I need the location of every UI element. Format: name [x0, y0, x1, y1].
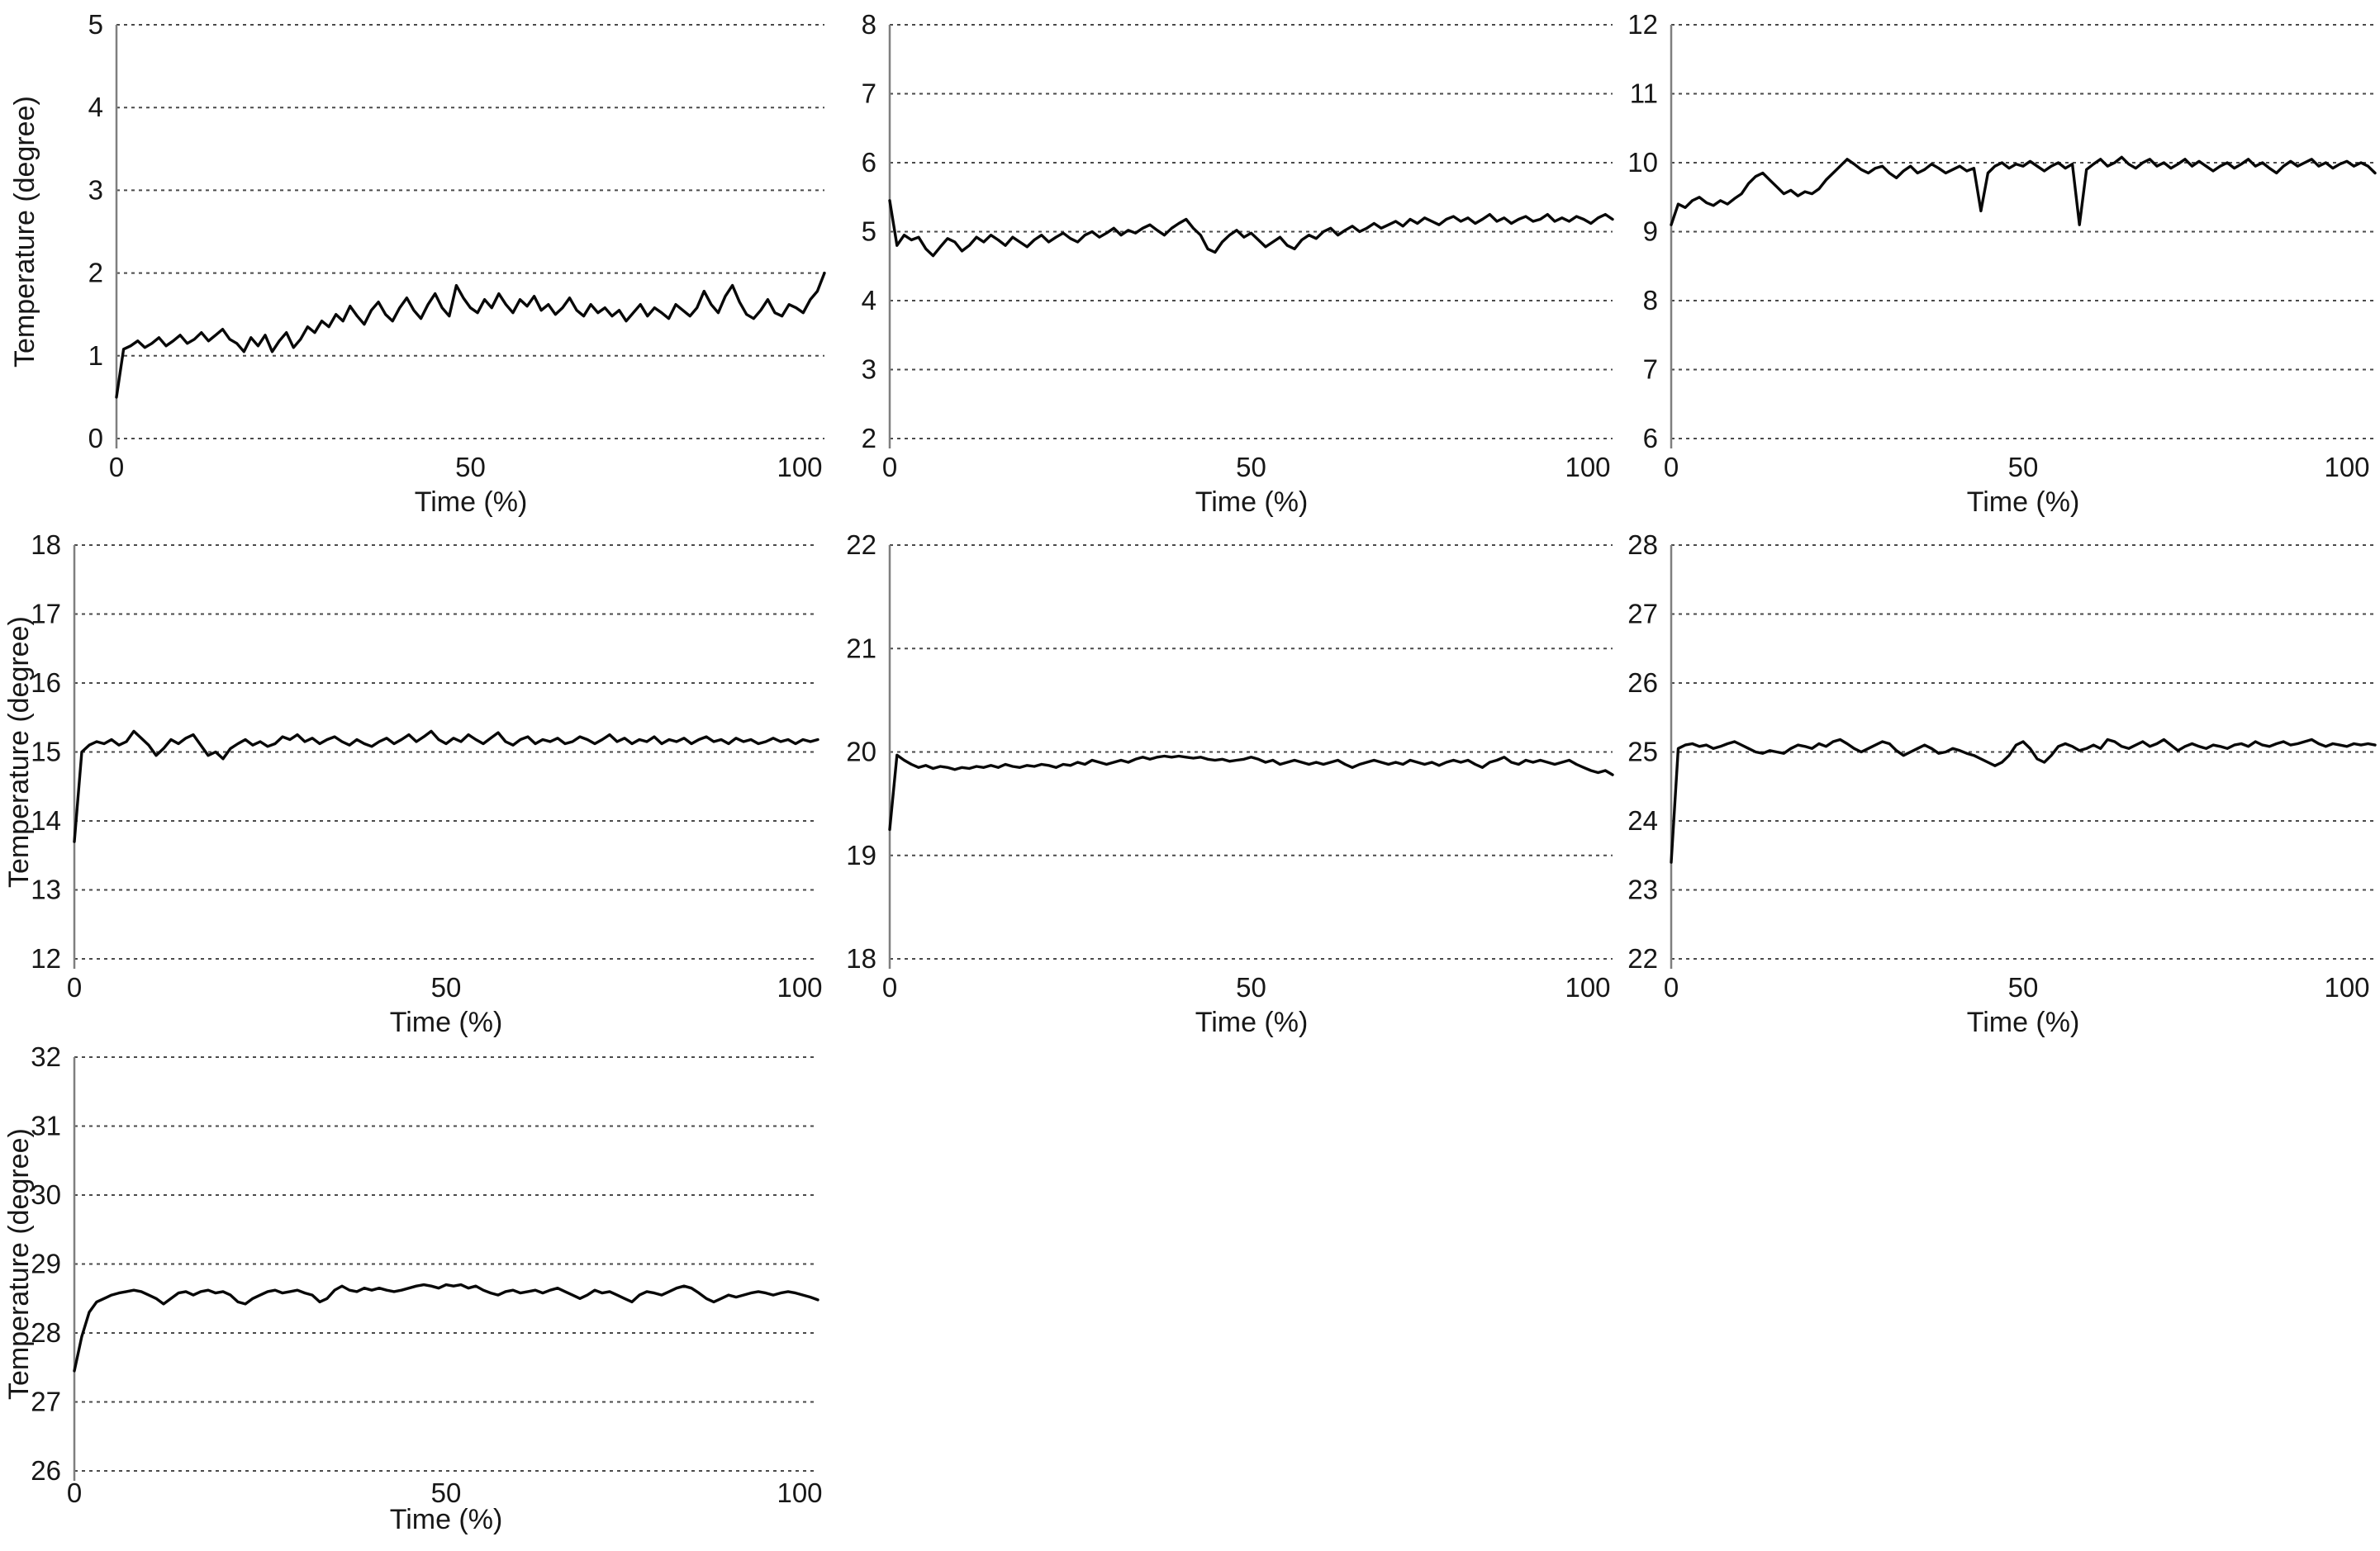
temperature-line [888, 199, 1614, 258]
x-tick-label: 50 [2008, 452, 2039, 482]
y-tick-label: 20 [846, 737, 876, 767]
chart-panel-7: Temperature (degree) 26 27 28 29 30 31 32 0 50 10… [3, 1035, 833, 1551]
x-tick-label: 50 [2008, 972, 2039, 1003]
y-tick-label: 7 [1643, 354, 1658, 385]
chart-panel-4: Temperature (degree) 12 13 14 15 16 17 18 0 50 10… [3, 523, 833, 1039]
y-tick-label: 13 [31, 875, 61, 905]
y-tick-label: 5 [88, 9, 103, 40]
temperature-line [73, 1283, 819, 1373]
x-tick-label: 0 [67, 972, 82, 1003]
y-tick-label: 23 [1627, 875, 1658, 905]
x-axis-title: Time (%) [1967, 486, 2080, 518]
x-tick-label: 100 [777, 1477, 822, 1508]
chart-panel-3: 6 7 8 9 10 11 12 0 50 100 Time (%) [1611, 2, 2380, 519]
y-tick-label: 26 [31, 1455, 61, 1486]
x-tick-label: 100 [1565, 972, 1610, 1003]
plot-area: 12 13 14 15 16 17 18 0 50 100 Time (%) [31, 529, 822, 1038]
y-tick-label: 27 [1627, 599, 1658, 629]
y-tick-label: 6 [862, 147, 876, 178]
y-tick-label: 30 [31, 1179, 61, 1210]
plot-area: 18 19 20 21 22 0 50 100 Time (%) [846, 529, 1614, 1038]
y-tick-label: 1 [88, 340, 103, 371]
y-tick-label: 8 [862, 9, 876, 40]
chart-panel-1: Temperature (degree) 0 1 2 3 4 5 0 50 100 Time (… [7, 2, 833, 519]
y-tick-label: 18 [846, 943, 876, 974]
y-tick-label: 22 [1627, 943, 1658, 974]
plot-area: 6 7 8 9 10 11 12 0 50 100 Time (%) [1627, 9, 2377, 518]
y-axis-title: Temperature (degree) [3, 616, 35, 889]
x-tick-label: 0 [882, 972, 897, 1003]
y-tick-label: 18 [31, 529, 61, 560]
plot-area: 2 3 4 5 6 7 8 0 50 100 Time (%) [862, 9, 1614, 518]
y-tick-label: 12 [1627, 9, 1658, 40]
plot-area: 26 27 28 29 30 31 32 0 50 100 Time (%) [31, 1041, 822, 1535]
x-axis-title: Time (%) [415, 486, 528, 518]
y-tick-label: 19 [846, 840, 876, 870]
plot-area: 22 23 24 25 26 27 28 0 50 100 Time (%) [1627, 529, 2377, 1038]
y-tick-label: 15 [31, 737, 61, 767]
y-axis-title: Temperature (degree) [3, 1128, 35, 1401]
y-tick-label: 12 [31, 943, 61, 974]
y-tick-label: 5 [862, 216, 876, 247]
x-axis-title: Time (%) [390, 1504, 503, 1535]
chart-panel-5: 18 19 20 21 22 0 50 100 Time (%) [844, 523, 1621, 1039]
x-tick-label: 50 [455, 452, 486, 482]
x-axis-title: Time (%) [1967, 1007, 2080, 1038]
y-tick-label: 9 [1643, 216, 1658, 247]
x-axis-title: Time (%) [1195, 486, 1309, 518]
temperature-line [73, 729, 819, 843]
x-tick-label: 50 [1236, 452, 1266, 482]
y-tick-label: 25 [1627, 737, 1658, 767]
x-axis-title: Time (%) [1195, 1007, 1309, 1038]
x-tick-label: 100 [2324, 972, 2369, 1003]
x-tick-label: 50 [431, 972, 462, 1003]
temperature-line [1670, 738, 2377, 864]
y-tick-label: 26 [1627, 667, 1658, 698]
y-tick-label: 10 [1627, 147, 1658, 178]
y-tick-label: 2 [862, 423, 876, 453]
y-tick-label: 4 [88, 92, 103, 122]
x-tick-label: 0 [1664, 972, 1679, 1003]
y-tick-label: 21 [846, 633, 876, 663]
y-tick-label: 6 [1643, 423, 1658, 453]
y-tick-label: 29 [31, 1249, 61, 1279]
y-tick-label: 16 [31, 667, 61, 698]
chart-panel-6: 22 23 24 25 26 27 28 0 50 100 Time (%) [1611, 523, 2380, 1039]
y-tick-label: 4 [862, 285, 876, 315]
x-tick-label: 0 [1664, 452, 1679, 482]
x-tick-label: 100 [1565, 452, 1610, 482]
y-tick-label: 22 [846, 529, 876, 560]
y-tick-label: 32 [31, 1041, 61, 1072]
x-tick-label: 0 [67, 1477, 82, 1508]
y-tick-label: 14 [31, 805, 61, 836]
x-tick-label: 0 [109, 452, 124, 482]
temperature-line [888, 753, 1614, 832]
y-tick-label: 2 [88, 258, 103, 288]
x-tick-label: 0 [882, 452, 897, 482]
y-tick-label: 31 [31, 1111, 61, 1141]
y-tick-label: 24 [1627, 805, 1658, 836]
x-tick-label: 50 [1236, 972, 1266, 1003]
x-tick-label: 100 [2324, 452, 2369, 482]
chart-panel-2: 2 3 4 5 6 7 8 0 50 100 Time (%) [844, 2, 1621, 519]
y-tick-label: 17 [31, 599, 61, 629]
x-tick-label: 50 [431, 1477, 462, 1508]
y-tick-label: 11 [1630, 78, 1658, 109]
y-tick-label: 7 [862, 78, 876, 109]
temperature-line [1670, 155, 2377, 226]
temperature-line [115, 271, 826, 399]
y-axis-title: Temperature (degree) [9, 96, 40, 368]
y-tick-label: 27 [31, 1387, 61, 1417]
y-tick-label: 8 [1643, 285, 1658, 315]
x-tick-label: 100 [777, 972, 822, 1003]
x-tick-label: 100 [777, 452, 822, 482]
y-tick-label: 28 [1627, 529, 1658, 560]
y-tick-label: 3 [88, 174, 103, 205]
y-tick-label: 3 [862, 354, 876, 385]
y-tick-label: 0 [88, 423, 103, 453]
x-axis-title: Time (%) [390, 1007, 503, 1038]
y-tick-label: 28 [31, 1317, 61, 1348]
